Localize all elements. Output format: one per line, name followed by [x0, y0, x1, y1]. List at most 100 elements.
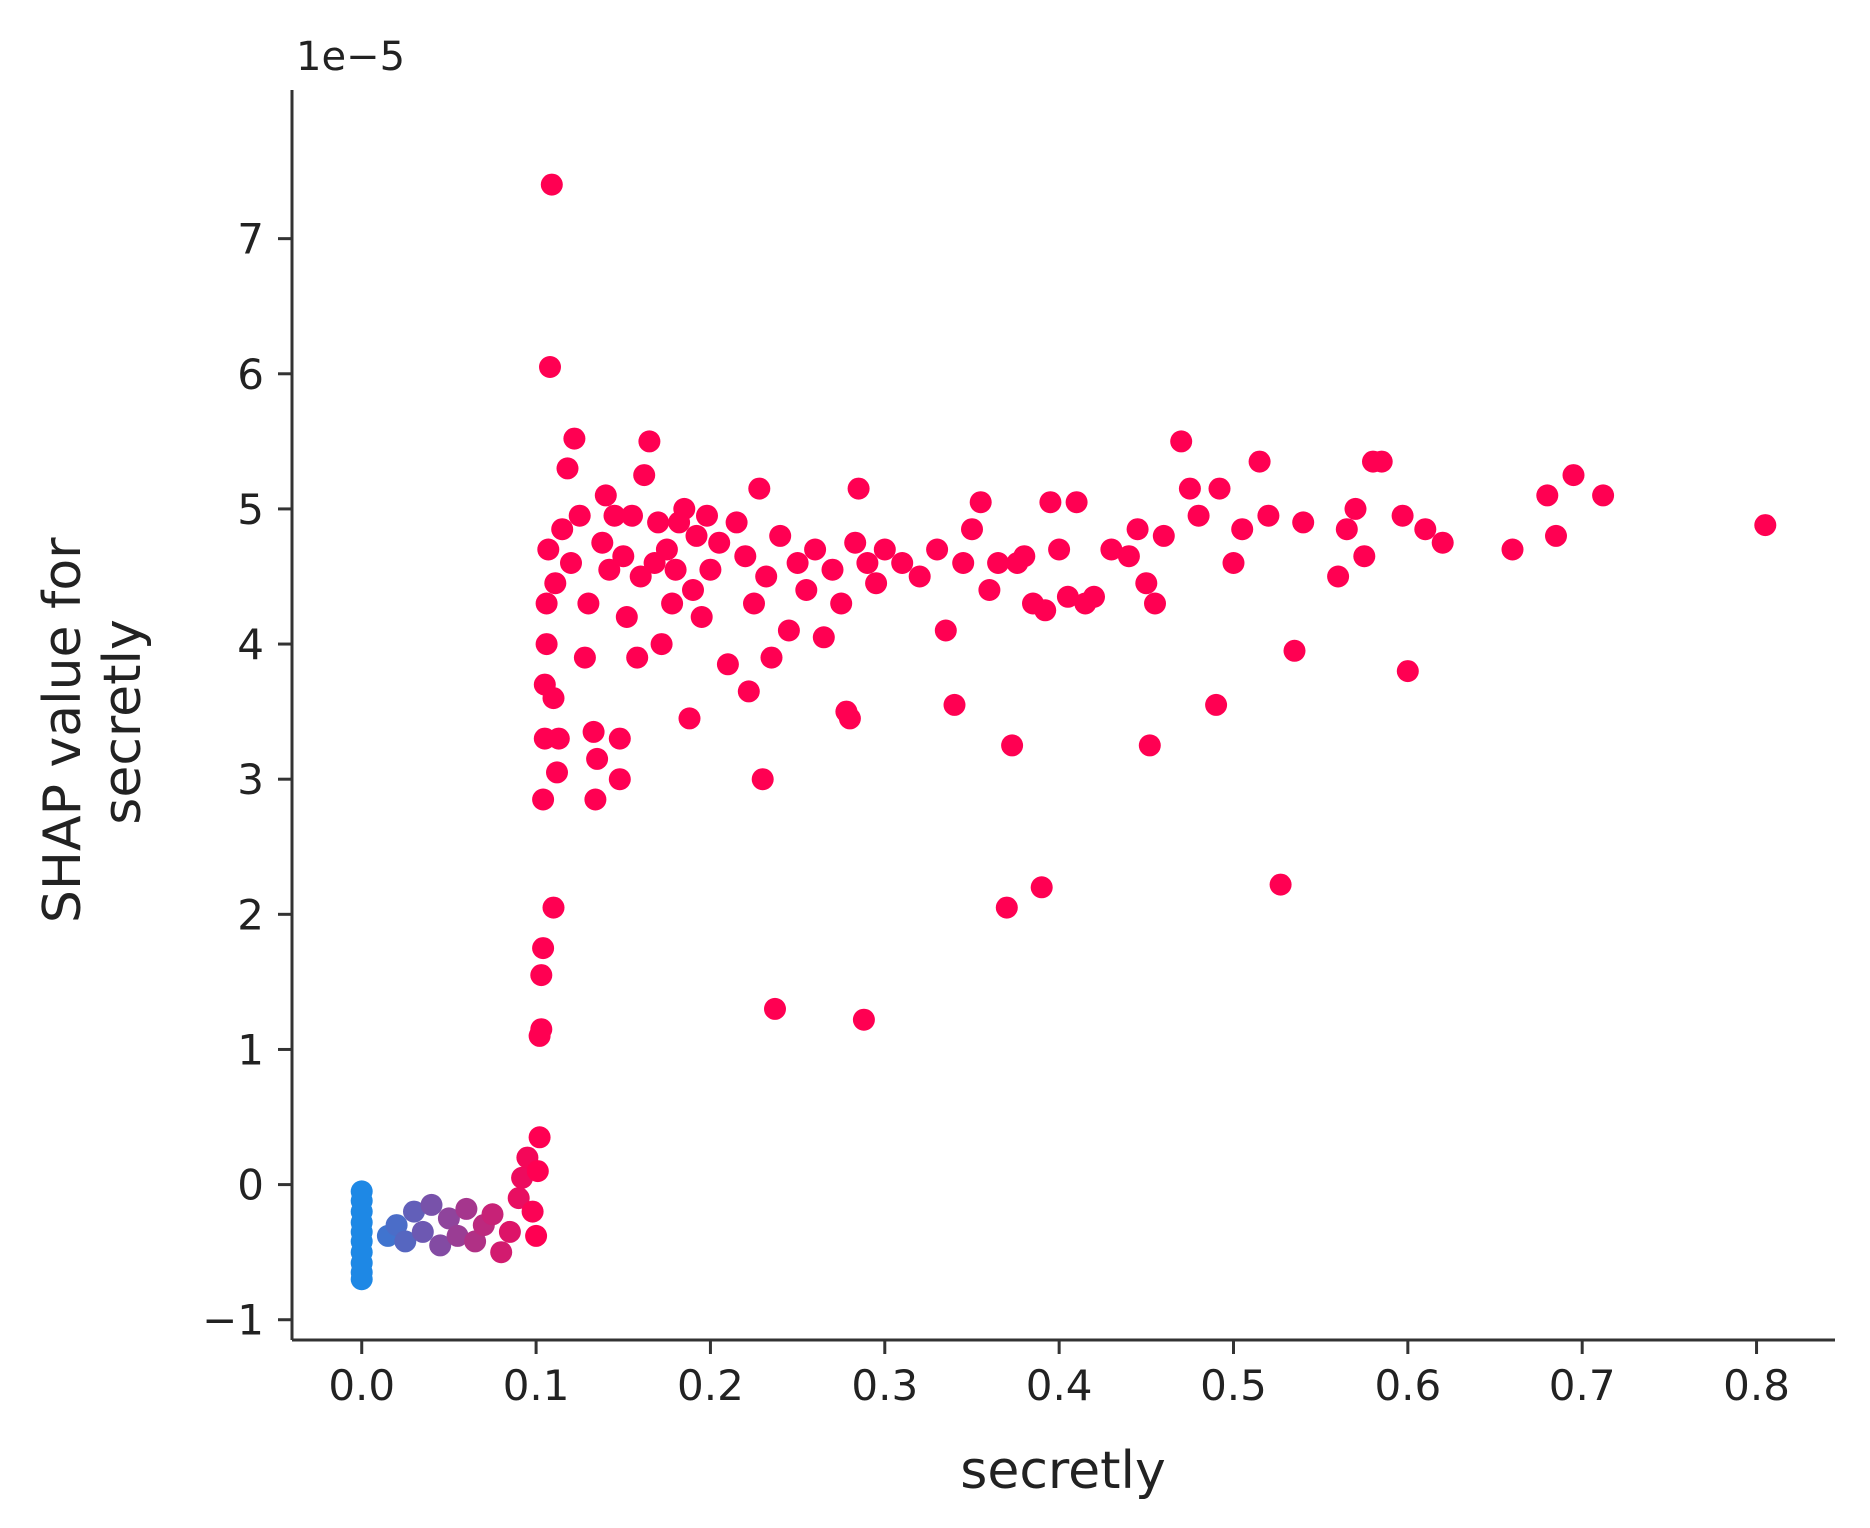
- scatter-point-151: [1257, 504, 1280, 527]
- scatter-point-166: [1536, 484, 1559, 507]
- scatter-point-102: [812, 626, 835, 649]
- x-tick-label-1: 0.1: [503, 1361, 570, 1410]
- scatter-point-13: [403, 1200, 425, 1223]
- scatter-point-33: [530, 1018, 553, 1041]
- y-axis-title-line-2: secretly: [93, 619, 153, 825]
- scatter-point-53: [568, 504, 591, 527]
- scatter-point-50: [556, 457, 579, 480]
- scatter-point-145: [1187, 504, 1210, 527]
- scatter-point-18: [446, 1224, 469, 1247]
- scatter-point-68: [626, 646, 649, 669]
- scatter-point-64: [608, 768, 631, 791]
- scatter-point-88: [725, 511, 748, 534]
- scatter-point-24: [498, 1220, 521, 1243]
- y-tick-label-6: 5: [237, 485, 264, 534]
- scatter-point-149: [1231, 518, 1254, 541]
- scatter-point-69: [629, 565, 652, 588]
- scatter-point-12: [394, 1230, 417, 1253]
- scatter-point-116: [934, 619, 957, 642]
- y-axis-title: SHAP value for secretly: [33, 521, 153, 923]
- scatter-point-118: [952, 552, 975, 574]
- scatter-point-51: [560, 552, 582, 574]
- scatter-point-148: [1222, 552, 1245, 574]
- scatter-point-83: [690, 606, 713, 628]
- y-axis-title-line-1: SHAP value for: [33, 537, 93, 923]
- scatter-point-16: [429, 1234, 452, 1257]
- scatter-point-163: [1414, 518, 1437, 541]
- scatter-point-19: [455, 1197, 478, 1220]
- scatter-point-97: [769, 524, 792, 547]
- scatter-point-106: [838, 707, 861, 730]
- scatter-point-57: [584, 788, 607, 811]
- x-tick-label-7: 0.7: [1549, 1361, 1616, 1410]
- scatter-point-79: [673, 497, 696, 520]
- scatter-point-157: [1344, 497, 1367, 520]
- scatter-point-58: [586, 747, 609, 770]
- scatter-point-47: [546, 761, 568, 784]
- scatter-point-150: [1248, 450, 1271, 473]
- scatter-point-167: [1545, 524, 1567, 547]
- scatter-point-70: [633, 464, 656, 487]
- scatter-point-84: [696, 504, 718, 527]
- scatter-point-71: [638, 430, 661, 453]
- scatter-point-85: [699, 558, 722, 581]
- scatter-point-39: [535, 633, 558, 656]
- scatter-point-156: [1335, 518, 1358, 541]
- scatter-point-119: [961, 518, 983, 541]
- scatter-point-152: [1269, 873, 1292, 896]
- scatter-point-61: [598, 558, 621, 581]
- scatter-point-136: [1100, 538, 1123, 561]
- scatter-point-36: [532, 788, 555, 811]
- scatter-point-89: [734, 545, 757, 568]
- scatter-point-52: [563, 427, 586, 450]
- scatter-point-90: [737, 680, 760, 703]
- scatter-point-28: [521, 1200, 544, 1223]
- scatter-point-95: [760, 646, 783, 669]
- x-tick-label-4: 0.4: [1026, 1361, 1093, 1410]
- scatter-point-99: [786, 552, 809, 574]
- scatter-point-137: [1117, 545, 1140, 568]
- scatter-point-42: [539, 356, 561, 378]
- scatter-point-115: [926, 538, 949, 561]
- scatter-point-130: [1039, 491, 1062, 514]
- scatter-point-65: [612, 545, 635, 568]
- scatter-point-49: [551, 518, 574, 541]
- x-tick-label-2: 0.2: [677, 1361, 744, 1410]
- scatter-point-59: [591, 531, 614, 554]
- scatter-point-54: [573, 646, 596, 669]
- scatter-point-144: [1178, 477, 1201, 500]
- x-axis-title: secretly: [960, 1441, 1166, 1501]
- scatter-point-120: [969, 491, 992, 514]
- scatter-point-109: [852, 1008, 875, 1031]
- scatter-point-87: [716, 653, 739, 676]
- scatter-point-86: [708, 531, 731, 554]
- scatter-point-131: [1048, 538, 1071, 561]
- scatter-point-56: [582, 720, 605, 743]
- scatter-point-94: [755, 565, 778, 588]
- scatter-point-104: [830, 592, 853, 615]
- scatter-point-23: [490, 1241, 513, 1264]
- y-tick-label-2: 1: [237, 1025, 264, 1074]
- scatter-point-162: [1396, 660, 1419, 683]
- scatter-point-161: [1391, 504, 1414, 527]
- scatter-point-63: [608, 727, 631, 750]
- scatter-point-9: [350, 1268, 373, 1291]
- scatter-point-66: [615, 606, 638, 628]
- scatter-point-74: [650, 633, 673, 656]
- scatter-point-169: [1592, 484, 1615, 507]
- scatter-point-44: [542, 896, 565, 919]
- scatter-point-160: [1370, 450, 1393, 473]
- scatter-point-75: [655, 538, 678, 561]
- scatter-point-101: [804, 538, 827, 561]
- scatter-point-138: [1126, 518, 1149, 541]
- scatter-point-91: [743, 592, 765, 615]
- scatter-point-81: [682, 579, 704, 601]
- scatter-point-92: [748, 477, 771, 500]
- scatter-point-112: [873, 538, 896, 561]
- scatter-point-82: [685, 524, 708, 547]
- scatter-point-20: [464, 1230, 487, 1253]
- scatter-point-143: [1170, 430, 1193, 453]
- scatter-point-165: [1501, 538, 1524, 561]
- scatter-point-128: [1030, 876, 1053, 899]
